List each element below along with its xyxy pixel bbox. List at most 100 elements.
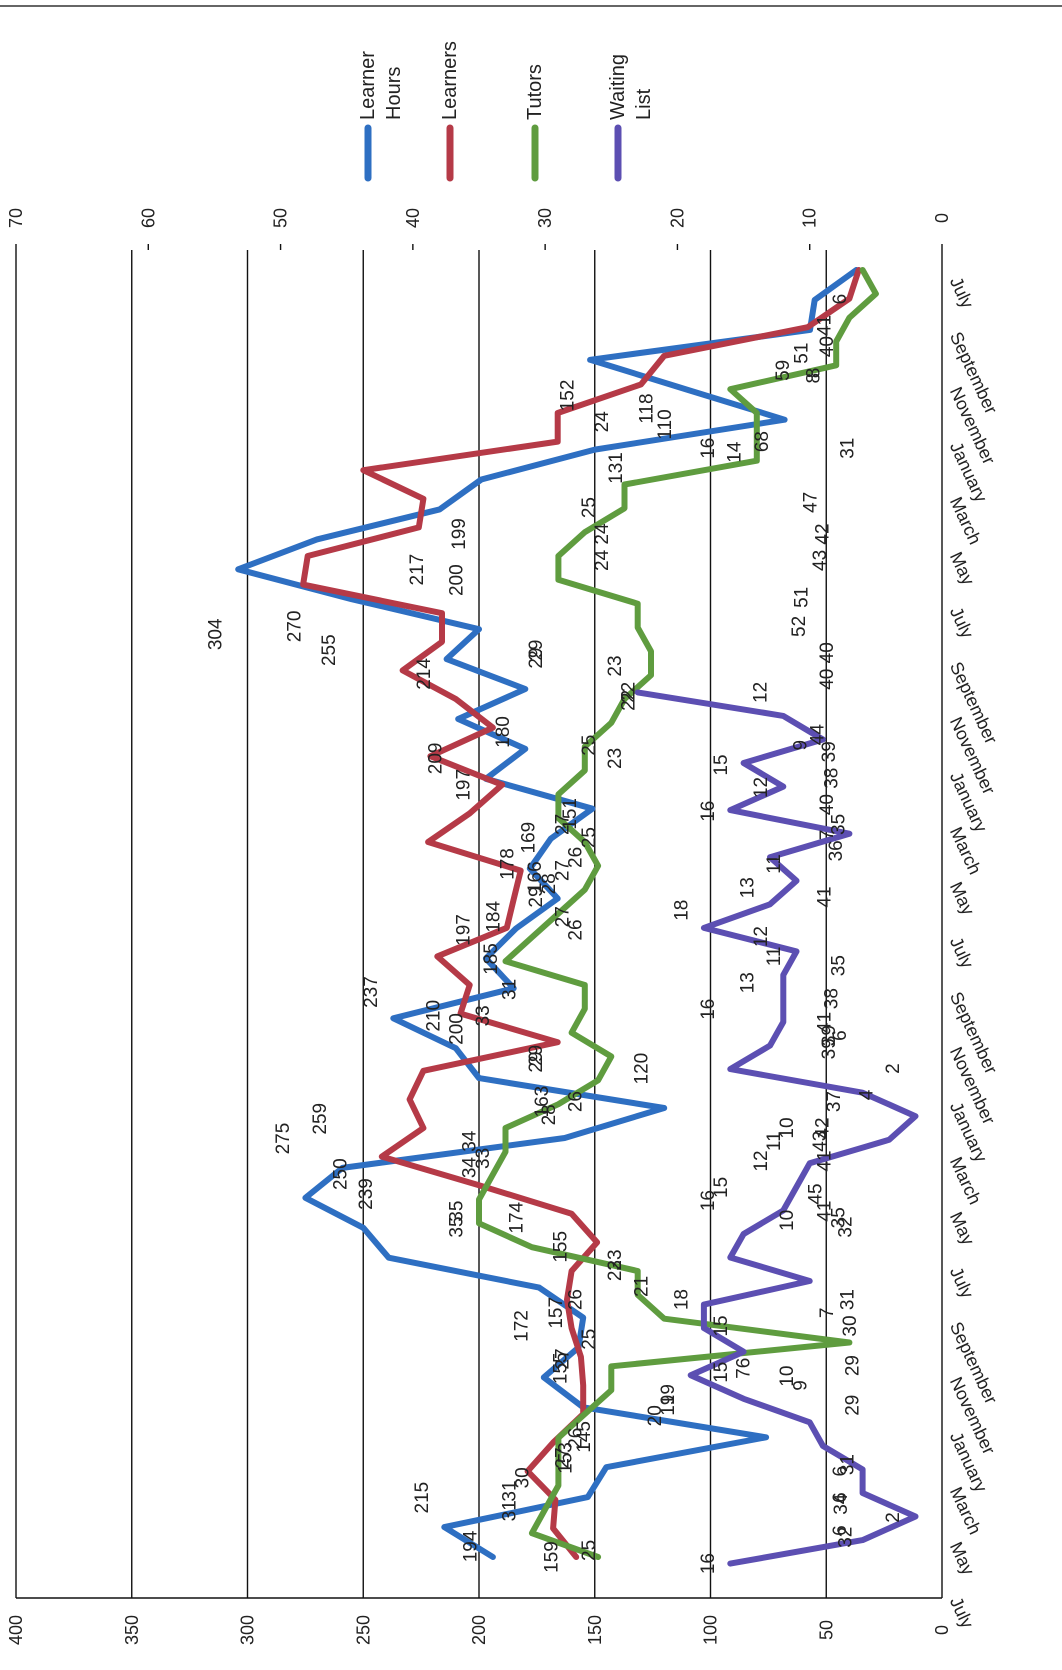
data-label: 169	[518, 822, 539, 854]
data-label: 34	[460, 1130, 481, 1152]
data-label: 11	[764, 854, 785, 874]
data-label: 29	[526, 886, 547, 907]
data-label: 34	[831, 1493, 852, 1515]
data-label: 26	[566, 919, 587, 940]
data-label: 26	[566, 1091, 587, 1112]
data-label: 35	[447, 1201, 468, 1222]
primary-tick-label: 100	[701, 1615, 721, 1645]
data-label: 52	[789, 616, 810, 637]
data-label: 255	[319, 634, 340, 666]
primary-tick-label: 0	[932, 1625, 952, 1635]
data-label: 45	[805, 1183, 826, 1204]
legend-label: Tutors	[524, 64, 546, 120]
data-label: 163	[532, 1086, 553, 1118]
data-label: 12	[751, 1150, 772, 1171]
legend-label: Learner	[357, 51, 379, 120]
data-label: 20	[645, 1405, 666, 1426]
x-tick-label: July	[946, 1264, 978, 1301]
data-label: 29	[526, 640, 547, 661]
data-label: 13	[738, 972, 759, 993]
x-tick-label: May	[946, 1209, 979, 1248]
data-label: 41	[815, 1201, 836, 1222]
data-label: 16	[698, 999, 719, 1020]
data-label: 11	[764, 1131, 785, 1151]
legend-label: Learners	[439, 41, 461, 120]
data-label: 6	[830, 1466, 851, 1477]
series-line-learners	[300, 267, 862, 1560]
data-label: 7	[817, 1308, 838, 1319]
data-label: 151	[560, 798, 581, 830]
data-label: 166	[525, 861, 546, 893]
data-label: 185	[481, 943, 502, 975]
data-label: 35	[828, 814, 849, 835]
data-label: 110	[655, 409, 676, 439]
series-line-learner-hours	[235, 267, 860, 1560]
data-label: 27	[552, 906, 573, 927]
data-label: 76	[734, 1358, 755, 1379]
data-label: 51	[791, 587, 812, 608]
data-label: 172	[511, 1310, 532, 1342]
data-label: 40	[817, 794, 838, 815]
data-label: 41	[815, 1012, 836, 1033]
data-label: 25	[579, 497, 600, 518]
data-label: 118	[636, 393, 657, 423]
data-label: 47	[801, 492, 822, 513]
data-label: 200	[447, 1013, 468, 1045]
secondary-tick-label: 10	[800, 208, 820, 228]
data-label: 6	[830, 1492, 851, 1503]
data-label: 32	[835, 1216, 856, 1237]
data-label: 19	[658, 1384, 679, 1405]
data-label: 26	[566, 1428, 587, 1449]
x-tick-label: July	[946, 934, 978, 971]
data-label: 40	[817, 669, 838, 690]
data-label: 30	[840, 1315, 861, 1336]
x-tick-label: May	[946, 549, 979, 588]
data-label: 259	[310, 1103, 331, 1135]
data-label: 15	[711, 1362, 732, 1383]
data-label: 2	[883, 1063, 904, 1074]
data-label: 27	[552, 1447, 573, 1468]
data-label: 15	[711, 1315, 732, 1336]
data-label: 153	[555, 1442, 576, 1474]
data-label: 145	[574, 1421, 595, 1453]
data-label: 31	[499, 979, 520, 1000]
data-label: 7	[817, 830, 838, 841]
series-line-waiting-list	[634, 689, 919, 1567]
data-label: 11	[764, 947, 785, 967]
data-label: 18	[671, 1289, 692, 1310]
data-label: 157	[546, 1297, 567, 1329]
data-label: 28	[539, 873, 560, 894]
data-label: 24	[592, 523, 613, 545]
primary-tick-label: 400	[6, 1615, 26, 1645]
data-label: 41	[815, 315, 836, 336]
data-label: 14	[724, 441, 745, 463]
data-label: 42	[812, 1117, 833, 1138]
secondary-axis-ticks: 0 10 20 30 40 50 60 70	[6, 208, 952, 250]
primary-tick-label: 250	[353, 1615, 373, 1645]
legend-label: Hours	[383, 67, 405, 120]
data-label: 23	[605, 655, 626, 676]
secondary-tick-label: 40	[403, 208, 423, 228]
data-label: 15	[711, 1177, 732, 1198]
data-label: 120	[632, 1053, 653, 1085]
data-label: 2	[883, 1512, 904, 1523]
data-label: 27	[552, 1348, 573, 1369]
data-label: 36	[826, 840, 847, 861]
data-label: 25	[579, 1329, 600, 1350]
data-label: 29	[526, 648, 547, 669]
data-label: 199	[449, 518, 470, 550]
data-label: 200	[447, 564, 468, 596]
data-label: 39	[819, 741, 840, 762]
data-label: 237	[361, 976, 382, 1008]
data-label: 38	[822, 988, 843, 1009]
x-tick-label: July	[946, 604, 978, 641]
data-label: 131	[606, 452, 627, 484]
data-label: 59	[773, 360, 794, 381]
primary-axis-ticks: 0 50 100 150 200 250 300 350 400	[6, 1615, 952, 1645]
primary-tick-label: 50	[816, 1620, 836, 1640]
x-tick-label: May	[946, 879, 979, 918]
data-label: 27	[552, 860, 573, 881]
data-label: 37	[824, 1091, 845, 1112]
data-label: 18	[671, 900, 692, 921]
